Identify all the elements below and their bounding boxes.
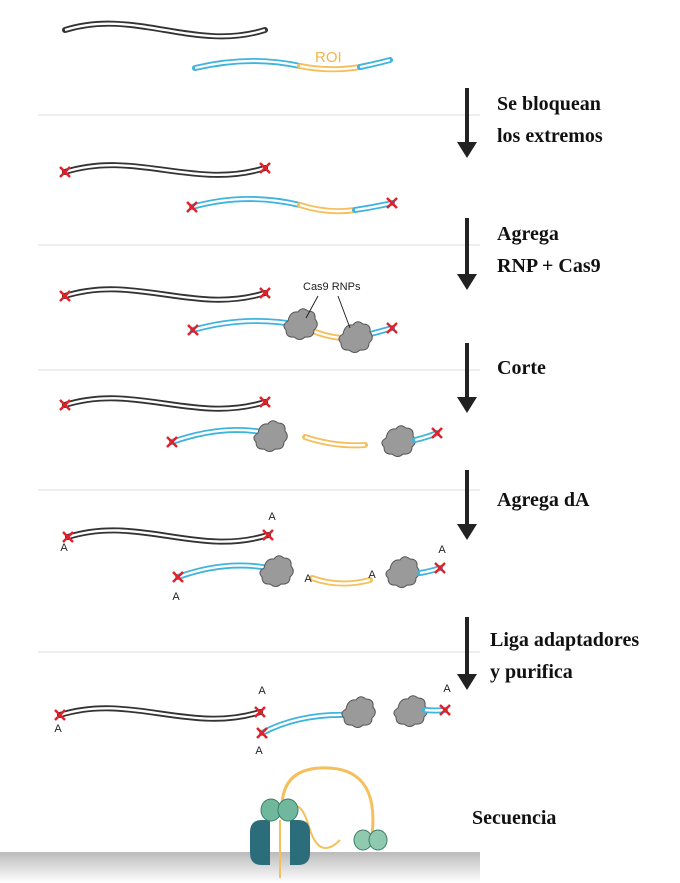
protocol-diagram: ROI Cas9 RNPs A A A A A A A A A A Se bloquean los ext… [0, 0, 680, 883]
adenine-label: A [60, 542, 68, 554]
dna-strand-inner [425, 710, 445, 711]
step-label: RNP + Cas9 [497, 255, 601, 277]
adenine-label: A [54, 723, 62, 735]
arrow-head [457, 674, 477, 690]
step-label: Liga adaptadores [490, 629, 639, 651]
step-label: Se bloquean [497, 93, 601, 115]
dna-strand-inner [65, 398, 265, 408]
roi-label: ROI [315, 49, 342, 66]
adenine-label: A [368, 569, 376, 581]
dna-strand-inner [65, 165, 265, 175]
cas9-rnp [339, 322, 372, 353]
step-label: Agrega [497, 223, 559, 245]
motor-protein [278, 799, 298, 821]
pointer [338, 296, 350, 328]
dna-strand-inner [65, 289, 265, 299]
adenine-label: A [258, 685, 266, 697]
adenine-label: A [255, 745, 263, 757]
dna-strand-inner [60, 708, 260, 718]
cas9-rnp [254, 421, 287, 452]
step-label: Agrega dA [497, 489, 590, 511]
adenine-label: A [172, 591, 180, 603]
arrow-head [457, 142, 477, 158]
step-label: Secuencia [472, 807, 556, 829]
dna-strand-inner [68, 530, 268, 541]
step-label: Corte [497, 357, 546, 379]
step-label: los extremos [497, 125, 603, 147]
cas9-rnp [382, 426, 415, 457]
arrow-head [457, 274, 477, 290]
motor-protein [369, 830, 387, 850]
arrow-head [457, 524, 477, 540]
pore [290, 820, 310, 865]
adenine-label: A [268, 511, 276, 523]
cas9-rnp [260, 556, 293, 587]
cas9-rnp [284, 309, 317, 340]
arrow-head [457, 397, 477, 413]
adenine-label: A [304, 573, 312, 585]
adenine-label: A [443, 683, 451, 695]
cas9-rnp [342, 697, 375, 728]
adenine-label: A [438, 544, 446, 556]
pore [250, 820, 270, 865]
cas9-rnp [386, 557, 419, 588]
membrane [0, 852, 480, 883]
step-label: y purifica [490, 661, 573, 683]
cas9-label: Cas9 RNPs [303, 281, 361, 293]
